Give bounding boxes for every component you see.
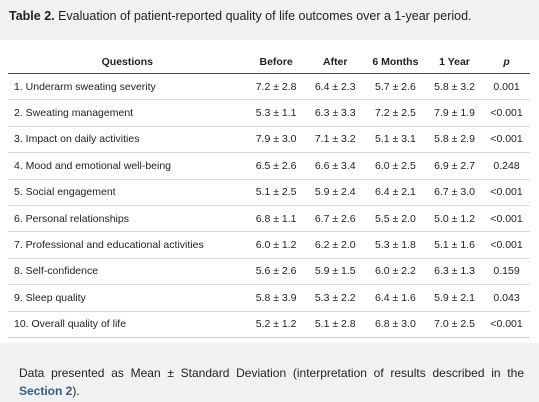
before-cell: 5.1 ± 2.5 <box>246 179 306 206</box>
one-year-cell: 5.8 ± 3.2 <box>425 73 484 101</box>
table-container: Questions Before After 6 Months 1 Year p… <box>0 40 539 343</box>
question-cell: 5. Social engagement <box>8 179 247 206</box>
table-row: 6. Personal relationships 6.8 ± 1.1 6.7 ± … <box>8 205 530 233</box>
table-row: 10. Overall quality of life 5.2 ± 1.2 5.1 … <box>8 311 530 338</box>
table-body: 1. Underarm sweating severity 7.2 ± 2.8 6.… <box>8 73 530 338</box>
before-cell: 5.2 ± 1.2 <box>246 311 306 338</box>
one-year-cell: 7.9 ± 1.9 <box>425 99 484 127</box>
column-header-1-year: 1 Year <box>425 50 484 74</box>
table-row: 4. Mood and emotional well-being 6.5 ± 2.… <box>8 152 530 180</box>
section-2-link[interactable]: Section 2 <box>19 384 73 398</box>
table-footnote: Data presented as Mean ± Standard Deviat… <box>19 364 524 400</box>
question-cell: 9. Sleep quality <box>8 284 247 312</box>
column-header-p-value: p <box>483 50 530 74</box>
table-caption-label: Table 2. <box>9 9 55 23</box>
table-row: 5. Social engagement 5.1 ± 2.5 5.9 ± 2.4 6.… <box>8 179 530 206</box>
p-value-cell: <0.001 <box>483 99 530 127</box>
column-header-after: After <box>305 50 365 74</box>
table-row: 3. Impact on daily activities 7.9 ± 3.0 7.… <box>8 126 530 154</box>
p-value-cell: 0.248 <box>483 152 530 180</box>
p-value-cell: <0.001 <box>483 205 530 233</box>
p-value-cell: <0.001 <box>483 179 530 206</box>
column-header-before: Before <box>246 50 306 74</box>
p-value-cell: 0.043 <box>483 284 530 312</box>
table-header-row: Questions Before After 6 Months 1 Year p <box>8 50 530 74</box>
table-row: 1. Underarm sweating severity 7.2 ± 2.8 6.… <box>8 73 530 101</box>
question-cell: 10. Overall quality of life <box>8 311 247 338</box>
after-cell: 5.9 ± 2.4 <box>305 179 365 206</box>
six-months-cell: 6.0 ± 2.5 <box>364 152 426 180</box>
after-cell: 6.3 ± 3.3 <box>305 99 365 127</box>
table-caption: Table 2. Evaluation of patient-reported … <box>9 8 472 24</box>
after-cell: 5.3 ± 2.2 <box>305 284 365 312</box>
p-value-cell: 0.001 <box>483 73 530 101</box>
footnote-text: Data presented as Mean ± Standard Deviat… <box>19 366 524 380</box>
table-row: 2. Sweating management 5.3 ± 1.1 6.3 ± 3.3… <box>8 99 530 127</box>
six-months-cell: 6.8 ± 3.0 <box>364 311 426 338</box>
column-header-6-months: 6 Months <box>364 50 426 74</box>
p-value-cell: <0.001 <box>483 311 530 338</box>
data-table: Questions Before After 6 Months 1 Year p… <box>8 50 530 338</box>
before-cell: 5.3 ± 1.1 <box>246 99 306 127</box>
after-cell: 6.6 ± 3.4 <box>305 152 365 180</box>
six-months-cell: 5.7 ± 2.6 <box>364 73 426 101</box>
six-months-cell: 5.1 ± 3.1 <box>364 126 426 154</box>
column-header-questions: Questions <box>8 50 247 74</box>
question-cell: 8. Self-confidence <box>8 258 247 286</box>
table-row: 8. Self-confidence 5.6 ± 2.6 5.9 ± 1.5 6.0 … <box>8 258 530 286</box>
before-cell: 7.9 ± 3.0 <box>246 126 306 154</box>
before-cell: 6.0 ± 1.2 <box>246 231 306 259</box>
one-year-cell: 6.7 ± 3.0 <box>425 179 484 206</box>
one-year-cell: 5.9 ± 2.1 <box>425 284 484 312</box>
question-cell: 7. Professional and educational activiti… <box>8 231 247 259</box>
six-months-cell: 5.3 ± 1.8 <box>364 231 426 259</box>
six-months-cell: 7.2 ± 2.5 <box>364 99 426 127</box>
after-cell: 7.1 ± 3.2 <box>305 126 365 154</box>
question-cell: 3. Impact on daily activities <box>8 126 247 154</box>
after-cell: 6.7 ± 2.6 <box>305 205 365 233</box>
table-row: 7. Professional and educational activiti… <box>8 231 530 259</box>
before-cell: 6.5 ± 2.6 <box>246 152 306 180</box>
table-caption-text: Evaluation of patient-reported quality o… <box>54 9 472 23</box>
question-cell: 6. Personal relationships <box>8 205 247 233</box>
question-cell: 4. Mood and emotional well-being <box>8 152 247 180</box>
before-cell: 5.8 ± 3.9 <box>246 284 306 312</box>
six-months-cell: 6.0 ± 2.2 <box>364 258 426 286</box>
p-value-cell: <0.001 <box>483 126 530 154</box>
six-months-cell: 6.4 ± 2.1 <box>364 179 426 206</box>
after-cell: 5.9 ± 1.5 <box>305 258 365 286</box>
after-cell: 6.4 ± 2.3 <box>305 73 365 101</box>
one-year-cell: 5.0 ± 1.2 <box>425 205 484 233</box>
before-cell: 5.6 ± 2.6 <box>246 258 306 286</box>
six-months-cell: 6.4 ± 1.6 <box>364 284 426 312</box>
one-year-cell: 6.9 ± 2.7 <box>425 152 484 180</box>
after-cell: 5.1 ± 2.8 <box>305 311 365 338</box>
question-cell: 2. Sweating management <box>8 99 247 127</box>
one-year-cell: 6.3 ± 1.3 <box>425 258 484 286</box>
question-cell: 1. Underarm sweating severity <box>8 73 247 101</box>
p-value-cell: 0.159 <box>483 258 530 286</box>
one-year-cell: 5.8 ± 2.9 <box>425 126 484 154</box>
one-year-cell: 7.0 ± 2.5 <box>425 311 484 338</box>
footnote-suffix: ). <box>72 384 80 398</box>
after-cell: 6.2 ± 2.0 <box>305 231 365 259</box>
before-cell: 7.2 ± 2.8 <box>246 73 306 101</box>
one-year-cell: 5.1 ± 1.6 <box>425 231 484 259</box>
table-row: 9. Sleep quality 5.8 ± 3.9 5.3 ± 2.2 6.4 ± … <box>8 284 530 312</box>
six-months-cell: 5.5 ± 2.0 <box>364 205 426 233</box>
p-value-cell: <0.001 <box>483 231 530 259</box>
before-cell: 6.8 ± 1.1 <box>246 205 306 233</box>
